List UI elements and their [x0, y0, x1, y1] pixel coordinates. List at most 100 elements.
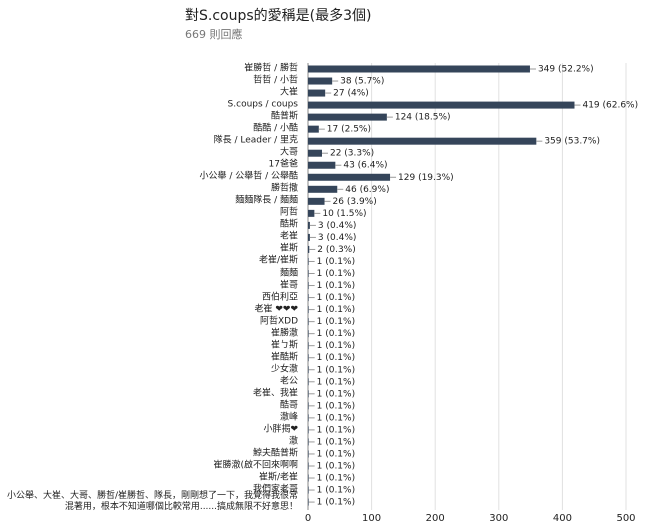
- bar: [308, 65, 530, 73]
- bar: [308, 209, 315, 217]
- value-label: 1 (0.1%): [317, 449, 355, 459]
- bar: [308, 185, 338, 193]
- category-label: 酷斯: [279, 219, 298, 230]
- category-label: 我們家老哥: [252, 484, 298, 495]
- bar: [308, 233, 310, 241]
- value-label: 1 (0.1%): [317, 281, 355, 291]
- bar: [308, 462, 309, 470]
- category-label: 阿哲XDD: [259, 316, 298, 327]
- category-label: 鯨夫酷普斯: [252, 448, 298, 459]
- bar: [308, 474, 309, 482]
- bar: [308, 426, 309, 434]
- category-label: 老崔 ❤❤❤: [254, 304, 298, 315]
- value-label: 1 (0.1%): [317, 437, 355, 447]
- value-label: 419 (62.6%): [582, 101, 638, 111]
- value-label: 1 (0.1%): [317, 474, 355, 484]
- bar: [308, 402, 309, 410]
- bar: [308, 173, 391, 181]
- bar: [308, 270, 309, 278]
- value-label: 129 (19.3%): [398, 173, 454, 183]
- value-label: 3 (0.4%): [318, 221, 356, 231]
- x-tick-label: 200: [426, 513, 445, 524]
- value-label: 1 (0.1%): [317, 305, 355, 315]
- chart-title: 對S.coups的愛稱是(最多3個): [185, 8, 372, 24]
- value-label: 26 (3.9%): [333, 197, 377, 207]
- category-label: 麵麵: [279, 268, 298, 278]
- value-label: 3 (0.4%): [318, 233, 356, 243]
- value-label: 359 (53.7%): [544, 137, 600, 147]
- value-label: 10 (1.5%): [322, 209, 366, 219]
- bar: [308, 125, 319, 133]
- x-tick-label: 0: [305, 513, 311, 524]
- category-label: 崔勝哲 / 勝哲: [244, 63, 298, 74]
- category-label: 崔勝澈(啟不回來啊啊: [213, 460, 298, 471]
- category-label: 酷酷 / 小酷: [253, 123, 298, 134]
- value-label: 1 (0.1%): [317, 425, 355, 435]
- value-label: 124 (18.5%): [395, 113, 451, 123]
- bar: [308, 486, 309, 494]
- bar: [308, 221, 310, 229]
- category-label: 麵麵隊長 / 麵麵: [235, 195, 298, 206]
- bar: [308, 306, 309, 314]
- value-label: 1 (0.1%): [317, 341, 355, 351]
- x-tick-label: 300: [489, 513, 508, 524]
- value-label: 2 (0.3%): [317, 245, 355, 255]
- category-label: 少女澈: [270, 364, 298, 375]
- bar: [308, 390, 309, 398]
- value-label: 17 (2.5%): [327, 125, 371, 135]
- bar: [308, 498, 309, 506]
- category-label: 西伯利亞: [261, 292, 298, 303]
- bar: [308, 161, 336, 169]
- category-label: 酷普斯: [270, 111, 298, 122]
- value-label: 1 (0.1%): [317, 329, 355, 339]
- value-label: 38 (5.7%): [340, 77, 384, 87]
- category-label: 澈峰: [279, 412, 298, 423]
- category-label: 大崔: [279, 87, 298, 98]
- value-label: 1 (0.1%): [317, 401, 355, 411]
- category-label: 崔斯/老崔: [258, 472, 298, 483]
- bar: [308, 354, 309, 362]
- category-label: 小公舉 / 公舉哲 / 公舉酷: [199, 171, 298, 182]
- bar: [308, 245, 310, 253]
- bar: [308, 257, 309, 265]
- bar: [308, 414, 309, 422]
- category-label: 哲哲 / 小哲: [253, 75, 298, 86]
- bar: [308, 197, 325, 205]
- value-label: 1 (0.1%): [317, 317, 355, 327]
- bar: [308, 318, 309, 326]
- category-label: S.coups / coups: [227, 99, 298, 110]
- category-label: 崔酷斯: [270, 352, 298, 363]
- value-label: 1 (0.1%): [317, 257, 355, 267]
- category-label: 小公舉、大崔、大哥、勝哲/崔勝哲、隊長，剛剛想了一下，我覺得我很常混著用，根本不…: [6, 491, 298, 513]
- category-label: 大哥: [279, 147, 298, 158]
- category-label: 隊長 / Leader / 里克: [213, 135, 298, 146]
- bar: [308, 342, 309, 350]
- category-label: 阿哲: [279, 207, 298, 218]
- bar: [308, 378, 309, 386]
- bar: [308, 330, 309, 338]
- category-label: 老崔: [279, 231, 298, 242]
- value-label: 1 (0.1%): [317, 353, 355, 363]
- value-label: 46 (6.9%): [345, 185, 389, 195]
- category-label: 小胖揭❤: [263, 424, 298, 435]
- value-label: 1 (0.1%): [317, 269, 355, 279]
- value-label: 1 (0.1%): [317, 498, 355, 508]
- value-label: 1 (0.1%): [317, 413, 355, 423]
- category-label: 老崔/崔斯: [258, 255, 298, 266]
- bar: [308, 450, 309, 458]
- bar: [308, 294, 309, 302]
- bar: [308, 137, 537, 145]
- bar: [308, 282, 309, 290]
- category-label: 崔哥: [279, 280, 298, 291]
- category-label: 崔勝澈: [270, 328, 298, 339]
- category-label: 勝哲撒: [270, 183, 298, 194]
- category-label: 酷哥: [279, 400, 298, 411]
- value-label: 349 (52.2%): [538, 65, 594, 75]
- bar: [308, 149, 322, 157]
- bar: [308, 366, 309, 374]
- bar: [308, 101, 575, 109]
- category-label: 崔ㄅ斯: [270, 340, 298, 351]
- bar: [308, 89, 326, 97]
- value-label: 1 (0.1%): [317, 461, 355, 471]
